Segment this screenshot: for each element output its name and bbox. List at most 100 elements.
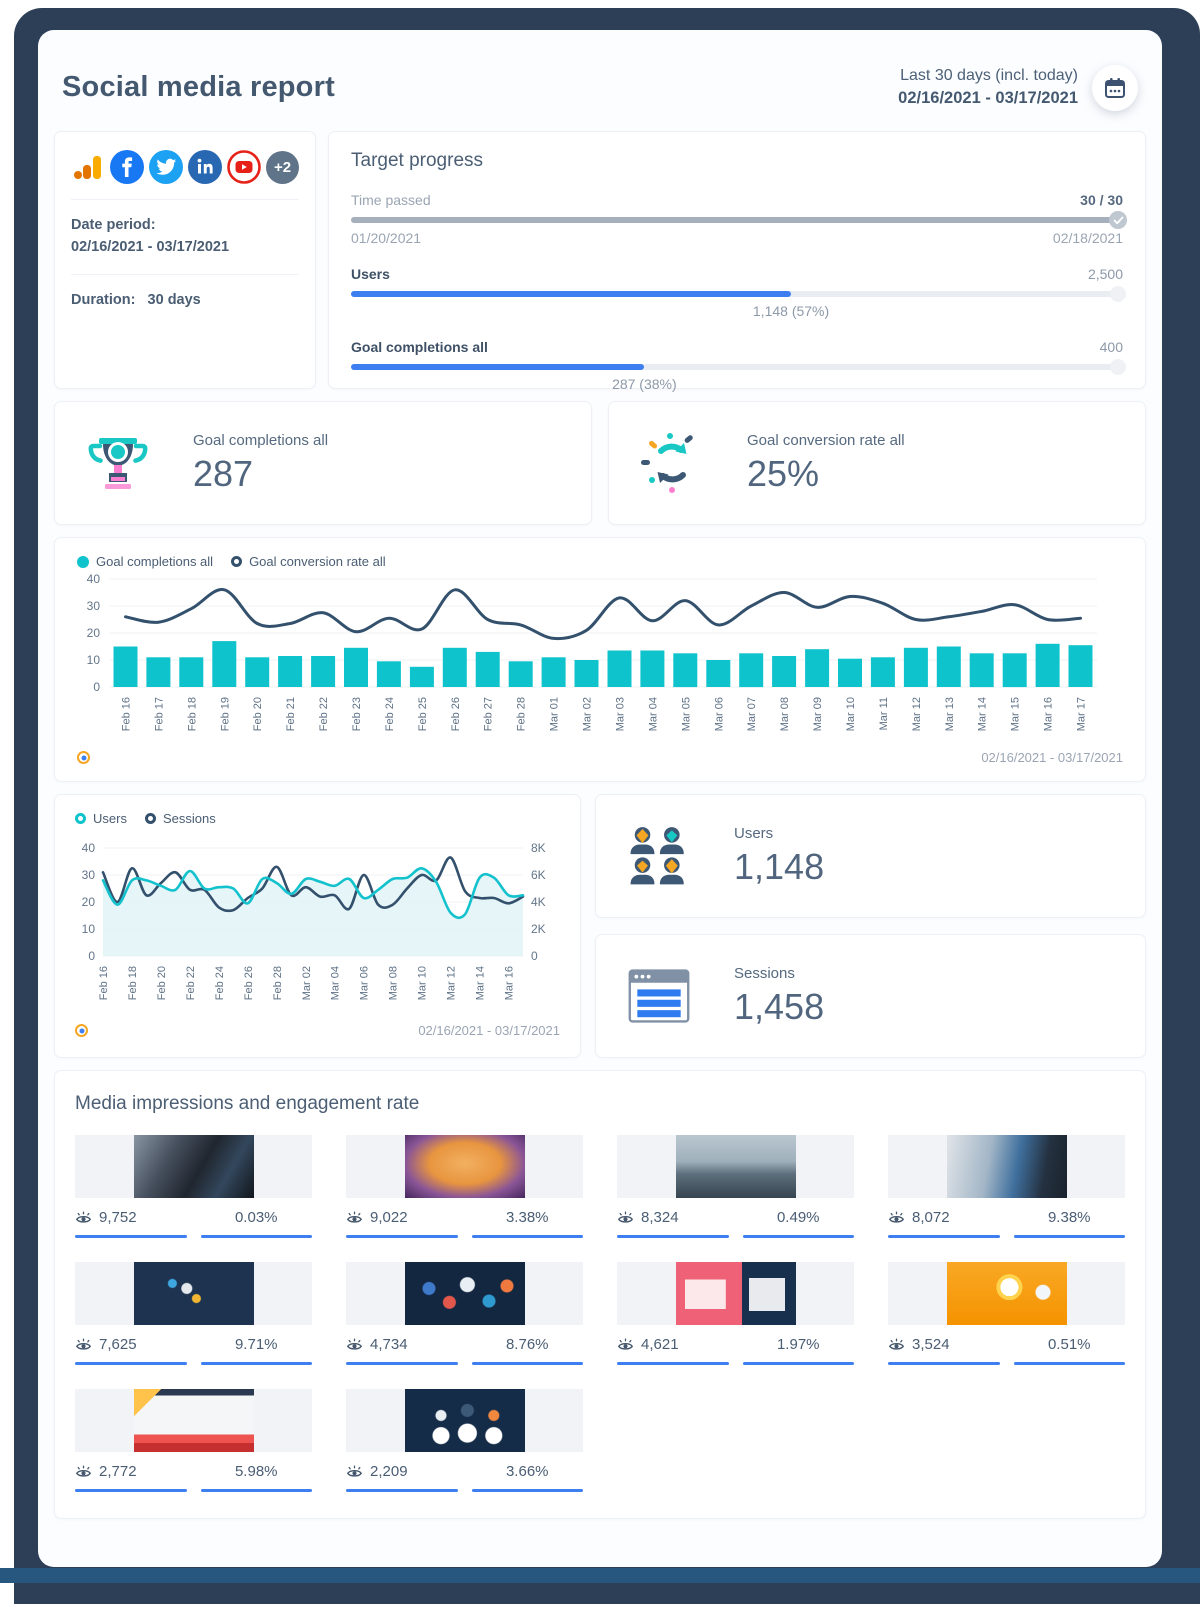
svg-text:40: 40 (82, 841, 96, 855)
views-eye-icon (617, 1338, 634, 1350)
calendar-button[interactable] (1092, 64, 1138, 111)
browser-icon (628, 969, 690, 1023)
progress-end-dot (1110, 359, 1126, 376)
svg-text:Feb 18: Feb 18 (127, 966, 139, 1000)
media-thumbnail[interactable] (617, 1262, 854, 1326)
svg-text:Mar 16: Mar 16 (504, 966, 516, 1000)
divider (71, 199, 299, 201)
stat-underline (471, 1362, 583, 1366)
impressions-value: 9,752 (99, 1209, 137, 1227)
progress-label: Users (351, 266, 390, 283)
svg-text:10: 10 (87, 653, 101, 667)
legend-ring-icon (75, 813, 86, 825)
media-thumbnail[interactable] (617, 1135, 854, 1199)
views-eye-icon (346, 1211, 363, 1223)
engagement-rate-value: 1.97% (776, 1336, 820, 1354)
legend-label: Users (93, 811, 127, 827)
svg-text:Mar 12: Mar 12 (446, 966, 458, 1000)
legend-conversion-rate[interactable]: Goal conversion rate all (231, 554, 386, 569)
engagement-rate-stat: 9.38% (1013, 1209, 1125, 1239)
more-sources-badge[interactable]: +2 (266, 150, 299, 184)
svg-text:Mar 10: Mar 10 (417, 966, 429, 1000)
impressions-value: 7,625 (99, 1336, 137, 1354)
impressions-stat: 8,324 (617, 1209, 729, 1239)
svg-text:Mar 15: Mar 15 (1010, 697, 1022, 731)
report-page: Social media report Last 30 days (incl. … (38, 30, 1162, 1567)
target-icon[interactable] (75, 1024, 88, 1038)
chart-date-range: 02/16/2021 - 03/17/2021 (418, 1023, 560, 1039)
engagement-rate-stat: 3.38% (471, 1209, 583, 1239)
svg-text:Feb 27: Feb 27 (483, 697, 495, 731)
users-sessions-chart[interactable]: 0 0 10 2K 20 4K 30 6K 40 8K Feb 16 Feb 18 Feb 20 Feb … (71, 834, 566, 1016)
users-sessions-chart-card: Users Sessions 0 0 10 2K 20 4K 30 6K 40 8K Feb 16 F… (54, 794, 581, 1059)
date-range: Last 30 days (incl. today) 02/16/2021 - … (898, 64, 1078, 111)
media-thumbnail[interactable] (75, 1262, 312, 1326)
media-card: Media impressions and engagement rate 9,… (54, 1070, 1146, 1520)
impressions-stat: 2,209 (346, 1463, 458, 1493)
svg-text:Mar 17: Mar 17 (1076, 697, 1088, 731)
progress-target: 2,500 (1087, 266, 1123, 283)
impressions-value: 2,209 (370, 1463, 408, 1481)
svg-text:0: 0 (93, 680, 100, 694)
stat-underline (346, 1362, 458, 1366)
kpi-label: Goal completions all (193, 431, 329, 449)
target-icon[interactable] (77, 751, 90, 765)
media-thumbnail[interactable] (346, 1262, 583, 1326)
calendar-icon (1105, 77, 1125, 98)
media-grid: 9,752 0.03% 9,022 3.38% 8,324 0.49% 8,072 9.38%… (75, 1135, 1125, 1493)
legend-sessions[interactable]: Sessions (144, 811, 216, 826)
media-thumbnail[interactable] (75, 1135, 312, 1199)
kpi-goal-completions-card: Goal completions all 287 (54, 401, 592, 526)
stat-value: 1,458 (734, 985, 825, 1027)
thumbnail-image-man-working (946, 1135, 1067, 1199)
progress-annotation: 1,148 (57%) (752, 303, 830, 320)
goal-combo-chart[interactable]: 0 10 20 30 40 Feb 16 Feb 17 Feb 18 Feb 19 Feb 20 F… (73, 569, 1103, 743)
stat-underline (75, 1235, 187, 1239)
media-section-title: Media impressions and engagement rate (75, 1093, 420, 1115)
svg-text:10: 10 (82, 922, 96, 936)
impressions-value: 8,072 (912, 1209, 950, 1227)
impressions-stat: 2,772 (75, 1463, 187, 1493)
thumbnail-image-idea-bulbs (946, 1262, 1067, 1326)
legend-goal-completions[interactable]: Goal completions all (77, 554, 213, 569)
media-item: 9,752 0.03% (75, 1135, 312, 1239)
impressions-stat: 8,072 (888, 1209, 1000, 1239)
date-period-value: 02/16/2021 - 03/17/2021 (71, 238, 230, 255)
engagement-rate-value: 3.66% (505, 1463, 549, 1481)
legend-users[interactable]: Users (75, 811, 127, 826)
media-item: 2,209 3.66% (346, 1389, 583, 1493)
trophy-icon (88, 438, 148, 490)
svg-text:8K: 8K (531, 841, 546, 855)
svg-text:20: 20 (82, 895, 96, 909)
stat-underline (1013, 1235, 1125, 1239)
svg-text:Feb 28: Feb 28 (516, 697, 528, 731)
svg-text:Mar 03: Mar 03 (615, 697, 627, 731)
report-header: Social media report Last 30 days (incl. … (54, 50, 1146, 115)
media-thumbnail[interactable] (888, 1262, 1125, 1326)
progress-end-date: 02/18/2021 (1052, 230, 1123, 247)
thumbnail-image-leaf-i-love-you (404, 1135, 525, 1199)
engagement-rate-stat: 0.51% (1013, 1336, 1125, 1366)
svg-text:30: 30 (87, 599, 101, 613)
impressions-value: 4,734 (370, 1336, 408, 1354)
progress-row-time-passed: Time passed 30 / 30 01/20/2021 02/18/202… (351, 192, 1127, 247)
svg-text:Mar 13: Mar 13 (944, 697, 956, 731)
svg-text:Mar 01: Mar 01 (549, 697, 561, 731)
progress-label: Time passed (351, 192, 431, 209)
svg-text:Feb 18: Feb 18 (186, 697, 198, 731)
stat-underline (1013, 1362, 1125, 1366)
media-thumbnail[interactable] (346, 1389, 583, 1453)
svg-text:Feb 22: Feb 22 (185, 966, 197, 1000)
twitter-icon (149, 150, 183, 185)
engagement-rate-value: 9.38% (1047, 1209, 1091, 1227)
impressions-value: 4,621 (641, 1336, 679, 1354)
engagement-rate-stat: 0.03% (200, 1209, 312, 1239)
media-thumbnail[interactable] (346, 1135, 583, 1199)
media-thumbnail[interactable] (75, 1389, 312, 1453)
svg-text:2K: 2K (531, 922, 546, 936)
stat-underline (742, 1235, 854, 1239)
media-thumbnail[interactable] (888, 1135, 1125, 1199)
progress-annotation: 287 (38%) (612, 376, 677, 393)
media-item: 3,524 0.51% (888, 1262, 1125, 1366)
linkedin-icon (188, 150, 222, 185)
